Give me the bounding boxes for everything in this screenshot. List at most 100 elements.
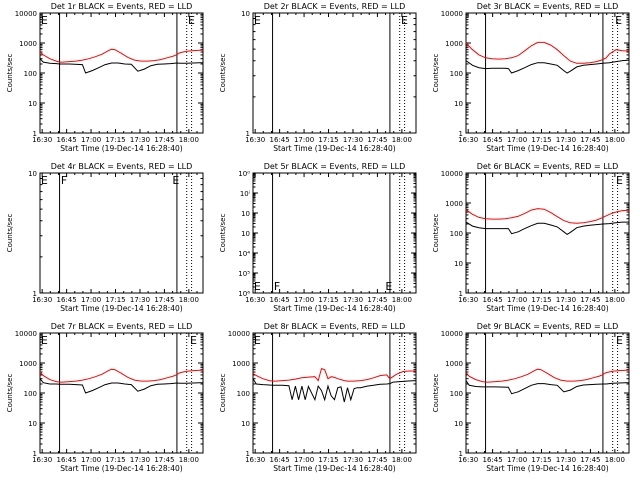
xtick-label: 16:45 — [270, 456, 290, 464]
xtick-label: 17:00 — [294, 296, 314, 304]
xtick-label: 17:45 — [580, 136, 600, 144]
ytick-label: 10⁳ — [241, 230, 250, 238]
xtick-label: 17:45 — [367, 296, 387, 304]
xtick-label: 16:30 — [458, 296, 478, 304]
panel-det-2: Det 2r BLACK = Events, RED = LLD 1 10 16:30… — [219, 2, 416, 153]
series-events-line — [253, 379, 416, 402]
ytick-label: 100 — [24, 390, 37, 398]
flag-label: E — [254, 280, 261, 293]
panel-title: Det 7r BLACK = Events, RED = LLD — [51, 322, 193, 331]
panel-det-9: Det 9r BLACK = Events, RED = LLD 1 10 100 10… — [432, 322, 629, 473]
xtick-label: 17:30 — [130, 136, 150, 144]
flag-label: E — [401, 14, 408, 27]
xtick-label: 17:30 — [130, 456, 150, 464]
xtick-label: 17:45 — [367, 456, 387, 464]
x-axis-label: Start Time (19-Dec-14 16:28:40) — [273, 464, 395, 473]
series-events-line — [40, 59, 203, 73]
y-axis-label: Counts/sec — [432, 54, 440, 93]
flag-label: E — [615, 14, 622, 27]
ytick-label: 1000 — [19, 360, 37, 368]
ytick-label: 10 — [241, 10, 250, 18]
x-axis-label: Start Time (19-Dec-14 16:28:40) — [486, 304, 608, 313]
xtick-label: 17:00 — [507, 296, 527, 304]
series-lld-line — [466, 369, 629, 382]
xtick-label: 16:30 — [458, 456, 478, 464]
ytick-label: 10⁴ — [238, 250, 250, 258]
panel-det-8: Det 8r BLACK = Events, RED = LLD 1 10 100 10… — [219, 322, 416, 473]
x-axis-label: Start Time (19-Dec-14 16:28:40) — [273, 304, 395, 313]
y-axis-label: Counts/sec — [6, 214, 14, 253]
x-axis-label: Start Time (19-Dec-14 16:28:40) — [486, 144, 608, 153]
xtick-label: 16:30 — [32, 456, 52, 464]
xtick-label: 17:15 — [531, 456, 551, 464]
xtick-label: 18:00 — [605, 456, 625, 464]
xtick-label: 17:30 — [343, 136, 363, 144]
panel-title: Det 6r BLACK = Events, RED = LLD — [477, 162, 619, 171]
ytick-label: 10000 — [15, 10, 37, 18]
flag-label: E — [616, 334, 623, 347]
flag-label: E — [254, 334, 261, 347]
xtick-label: 17:15 — [318, 296, 338, 304]
xtick-label: 17:30 — [556, 296, 576, 304]
flag-label: E — [41, 14, 48, 27]
ytick-label: 10000 — [228, 330, 250, 338]
ytick-label: 100 — [450, 70, 463, 78]
ytick-label: 100 — [237, 390, 250, 398]
xtick-label: 18:00 — [179, 456, 199, 464]
xtick-label: 17:15 — [105, 296, 125, 304]
plot-frame — [40, 173, 203, 293]
x-axis-label: Start Time (19-Dec-14 16:28:40) — [60, 464, 182, 473]
series-events-line — [466, 381, 629, 394]
xtick-label: 17:30 — [343, 296, 363, 304]
xtick-label: 16:45 — [57, 456, 77, 464]
xtick-label: 16:30 — [32, 136, 52, 144]
xtick-label: 16:30 — [245, 136, 265, 144]
panel-title: Det 5r BLACK = Events, RED = LLD — [264, 162, 406, 171]
xtick-label: 18:00 — [392, 456, 412, 464]
plot-frame — [466, 13, 629, 133]
ytick-label: 10 — [454, 100, 463, 108]
y-axis-label: Counts/sec — [432, 214, 440, 253]
ytick-label: 10 — [28, 100, 37, 108]
panel-title: Det 2r BLACK = Events, RED = LLD — [264, 2, 406, 11]
flag-label: F — [274, 280, 280, 293]
xtick-label: 17:30 — [343, 456, 363, 464]
flag-label: E — [385, 280, 392, 293]
xtick-label: 18:00 — [179, 296, 199, 304]
plot-frame — [253, 13, 416, 133]
xtick-label: 17:00 — [507, 456, 527, 464]
plot-frame — [466, 173, 629, 293]
series-events-line — [40, 379, 203, 393]
plot-frame — [253, 333, 416, 453]
panel-det-3: Det 3r BLACK = Events, RED = LLD 1 10 100 10… — [432, 2, 629, 153]
xtick-label: 16:45 — [270, 136, 290, 144]
panel-title: Det 9r BLACK = Events, RED = LLD — [477, 322, 619, 331]
xtick-label: 17:45 — [580, 456, 600, 464]
xtick-label: 16:45 — [483, 136, 503, 144]
xtick-label: 17:15 — [105, 136, 125, 144]
xtick-label: 16:45 — [483, 296, 503, 304]
xtick-label: 17:00 — [507, 136, 527, 144]
y-axis-label: Counts/sec — [219, 54, 227, 93]
xtick-label: 17:00 — [294, 456, 314, 464]
xtick-label: 16:30 — [32, 296, 52, 304]
series-lld-line — [40, 369, 203, 382]
series-lld-line — [253, 369, 416, 382]
xtick-label: 16:30 — [458, 136, 478, 144]
ytick-label: 10⁵ — [238, 270, 250, 278]
xtick-label: 17:00 — [81, 296, 101, 304]
series-events-line — [466, 222, 629, 234]
xtick-label: 17:30 — [556, 136, 576, 144]
ytick-label: 10 — [28, 420, 37, 428]
ytick-label: 1000 — [445, 200, 463, 208]
plot-frame — [40, 333, 203, 453]
flag-label: E — [188, 14, 195, 27]
flag-label: E — [41, 174, 48, 187]
flag-label: E — [190, 334, 197, 347]
xtick-label: 17:30 — [130, 296, 150, 304]
panel-det-4: Det 4r BLACK = Events, RED = LLD11016:30… — [6, 162, 203, 313]
xtick-label: 18:00 — [605, 296, 625, 304]
flag-label: E — [254, 14, 261, 27]
ytick-label: 10⁰ — [238, 170, 250, 178]
ytick-label: 1000 — [445, 360, 463, 368]
